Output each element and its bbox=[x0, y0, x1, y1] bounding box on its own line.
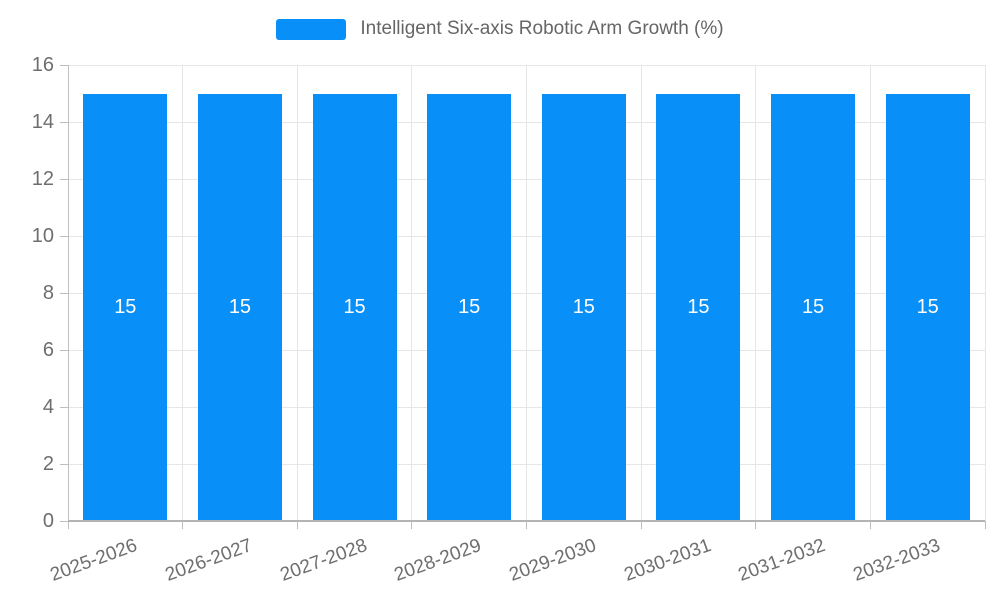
y-tick-label: 0 bbox=[42, 510, 54, 532]
gridline-vertical bbox=[869, 65, 871, 521]
gridline-vertical bbox=[984, 65, 986, 521]
bar-value-label: 15 bbox=[458, 295, 481, 318]
x-axis-tick bbox=[869, 521, 871, 529]
y-axis-tick bbox=[60, 178, 68, 180]
x-tick-label: 2027-2028 bbox=[277, 535, 370, 586]
x-tick-label: 2032-2033 bbox=[850, 535, 943, 586]
x-tick-label: 2031-2032 bbox=[735, 535, 829, 586]
gridline-vertical bbox=[182, 65, 184, 521]
x-axis-tick bbox=[640, 521, 642, 529]
y-axis-tick bbox=[60, 463, 68, 465]
y-tick-label: 10 bbox=[31, 225, 54, 247]
x-axis-tick bbox=[526, 521, 527, 529]
chart-legend[interactable]: Intelligent Six-axis Robotic Arm Growth … bbox=[0, 18, 1000, 40]
x-tick-label: 2029-2030 bbox=[506, 535, 599, 586]
bar: 15 bbox=[885, 93, 970, 521]
y-axis-line bbox=[68, 65, 69, 529]
x-axis-tick bbox=[411, 521, 413, 529]
x-axis-tick bbox=[984, 521, 986, 529]
gridline-vertical bbox=[411, 65, 413, 521]
x-axis-tick bbox=[296, 521, 298, 529]
y-axis-tick bbox=[60, 121, 68, 123]
gridline-vertical bbox=[526, 65, 527, 521]
y-axis-tick bbox=[60, 520, 68, 522]
legend-swatch-icon bbox=[276, 18, 347, 40]
bar-value-label: 15 bbox=[114, 295, 137, 318]
y-axis-tick bbox=[60, 235, 68, 237]
bar-value-label: 15 bbox=[343, 295, 366, 318]
bar: 15 bbox=[656, 93, 741, 521]
bar-value-label: 15 bbox=[687, 295, 710, 318]
x-axis-tick bbox=[755, 521, 757, 529]
y-axis-tick bbox=[60, 64, 68, 66]
y-axis-tick bbox=[60, 292, 68, 294]
x-tick-label: 2028-2029 bbox=[391, 535, 485, 586]
y-tick-label: 2 bbox=[42, 453, 54, 475]
x-tick-label: 2030-2031 bbox=[621, 535, 714, 586]
bar-value-label: 15 bbox=[801, 295, 825, 318]
x-tick-label: 2025-2026 bbox=[47, 535, 141, 586]
y-tick-label: 16 bbox=[31, 54, 54, 76]
bar-value-label: 15 bbox=[916, 295, 939, 318]
gridline-vertical bbox=[640, 65, 642, 521]
y-tick-label: 8 bbox=[42, 282, 54, 304]
y-axis-tick bbox=[60, 406, 68, 408]
y-tick-label: 14 bbox=[31, 111, 54, 133]
bar: 15 bbox=[312, 93, 397, 521]
bar: 15 bbox=[197, 93, 282, 521]
y-tick-label: 6 bbox=[42, 339, 54, 361]
gridline-vertical bbox=[755, 65, 757, 521]
x-axis-tick bbox=[182, 521, 184, 529]
x-tick-label: 2026-2027 bbox=[162, 535, 256, 586]
legend-series-label: Intelligent Six-axis Robotic Arm Growth … bbox=[360, 18, 724, 39]
bar-value-label: 15 bbox=[572, 295, 595, 318]
bar: 15 bbox=[771, 93, 856, 521]
y-tick-label: 12 bbox=[31, 168, 54, 190]
bar: 15 bbox=[83, 93, 168, 521]
y-axis-tick bbox=[60, 349, 68, 351]
y-tick-label: 4 bbox=[42, 396, 54, 418]
bar: 15 bbox=[427, 93, 512, 521]
bar: 15 bbox=[541, 93, 626, 521]
gridline-vertical bbox=[296, 65, 298, 521]
bar-value-label: 15 bbox=[228, 295, 252, 318]
